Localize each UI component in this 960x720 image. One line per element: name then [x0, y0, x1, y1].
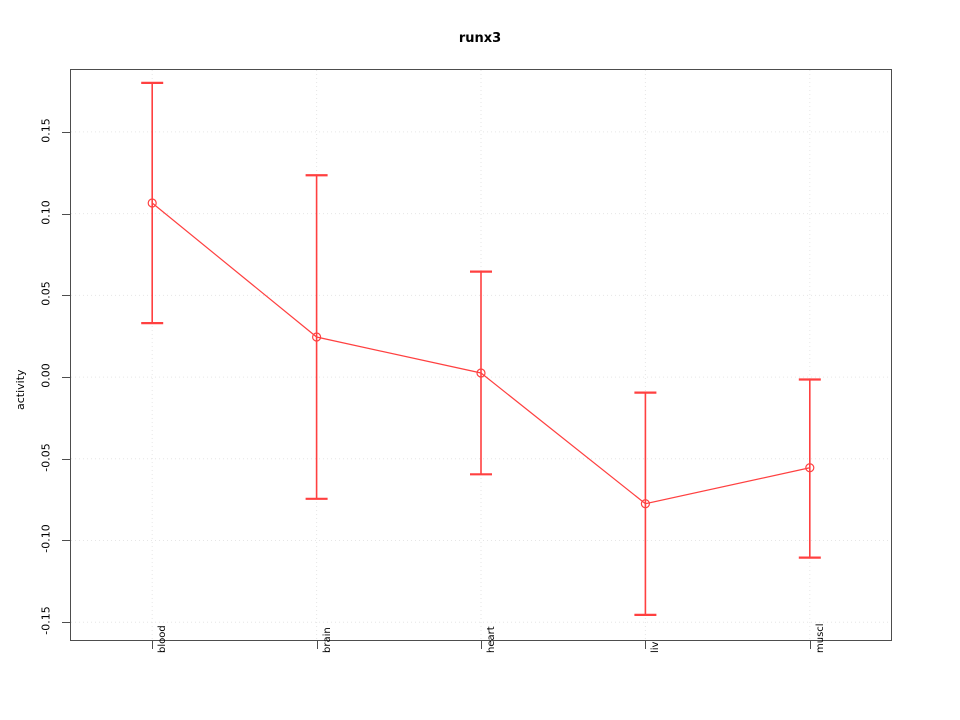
x-axis-tick-mark — [645, 641, 646, 649]
plot-area — [70, 69, 892, 641]
y-axis-tick-label: 0.05 — [39, 281, 53, 307]
y-axis-tick-mark — [62, 132, 70, 133]
y-axis-tick-mark — [62, 214, 70, 215]
y-axis-tick-mark — [62, 540, 70, 541]
y-axis-tick-mark — [62, 622, 70, 623]
x-axis-tick-label: blood — [157, 625, 169, 653]
y-axis-tick-label: 0.10 — [39, 199, 53, 225]
x-axis-tick-mark — [481, 641, 482, 649]
y-axis-label: activity — [14, 369, 27, 410]
x-axis-tick-label: liv — [650, 641, 662, 653]
x-axis-tick-label: muscl — [814, 623, 826, 653]
y-axis-tick-mark — [62, 459, 70, 460]
y-axis-tick-label: 0.15 — [39, 118, 53, 143]
x-axis-tick-label: heart — [486, 626, 497, 653]
y-axis-tick-label: -0.05 — [39, 443, 53, 472]
x-axis-tick-mark — [317, 641, 318, 649]
x-axis-tick-mark — [152, 641, 153, 649]
y-axis-tick-label: 0.00 — [39, 363, 53, 388]
y-axis-tick-mark — [62, 377, 70, 378]
x-axis-tick-mark — [810, 641, 811, 649]
x-axis-tick-label: brain — [321, 627, 333, 653]
y-axis-tick-label: -0.10 — [39, 524, 53, 554]
y-axis-tick-mark — [62, 295, 70, 296]
chart-title: runx3 — [458, 31, 502, 46]
y-axis-tick-label: -0.15 — [39, 606, 53, 635]
